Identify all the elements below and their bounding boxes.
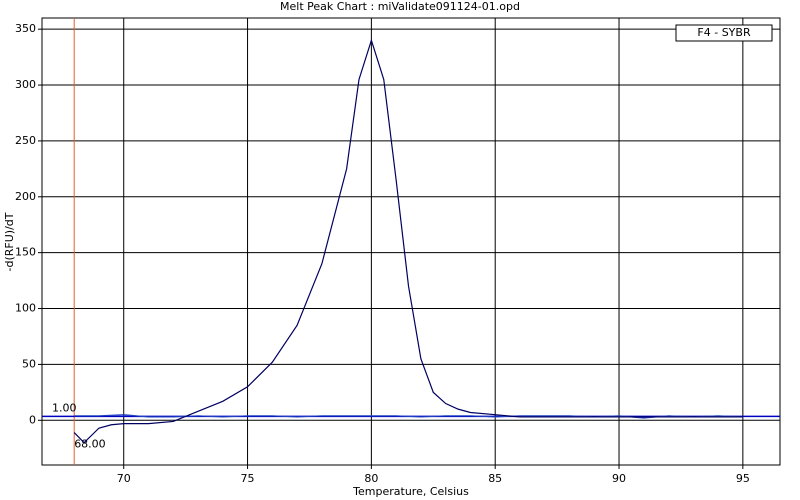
y-tick-label: 300: [15, 78, 36, 91]
y-tick-label: 0: [29, 413, 36, 426]
x-tick-label: 70: [117, 472, 131, 485]
y-tick-label: 150: [15, 246, 36, 259]
legend-box: [675, 24, 773, 42]
series-line: [73, 38, 743, 444]
plot-area: [41, 17, 781, 466]
y-axis-label: -d(RFU)/dT: [3, 212, 16, 271]
x-tick-label: 85: [488, 472, 502, 485]
y-tick-label: 50: [22, 357, 36, 370]
x-axis-label: Temperature, Celsius: [352, 485, 469, 498]
threshold-label: 1.00: [52, 401, 77, 414]
x-tick-label: 95: [736, 472, 750, 485]
x-tick-label: 80: [364, 472, 378, 485]
x-tick-label: 90: [612, 472, 626, 485]
chart-title: Melt Peak Chart : miValidate091124-01.op…: [280, 0, 520, 13]
y-tick-label: 250: [15, 134, 36, 147]
legend-entry: F4 - SYBR: [697, 26, 751, 39]
marker-label: 68.00: [74, 437, 106, 450]
y-tick-label: 100: [15, 302, 36, 315]
y-tick-label: 200: [15, 190, 36, 203]
y-tick-label: 350: [15, 22, 36, 35]
x-tick-label: 75: [241, 472, 255, 485]
